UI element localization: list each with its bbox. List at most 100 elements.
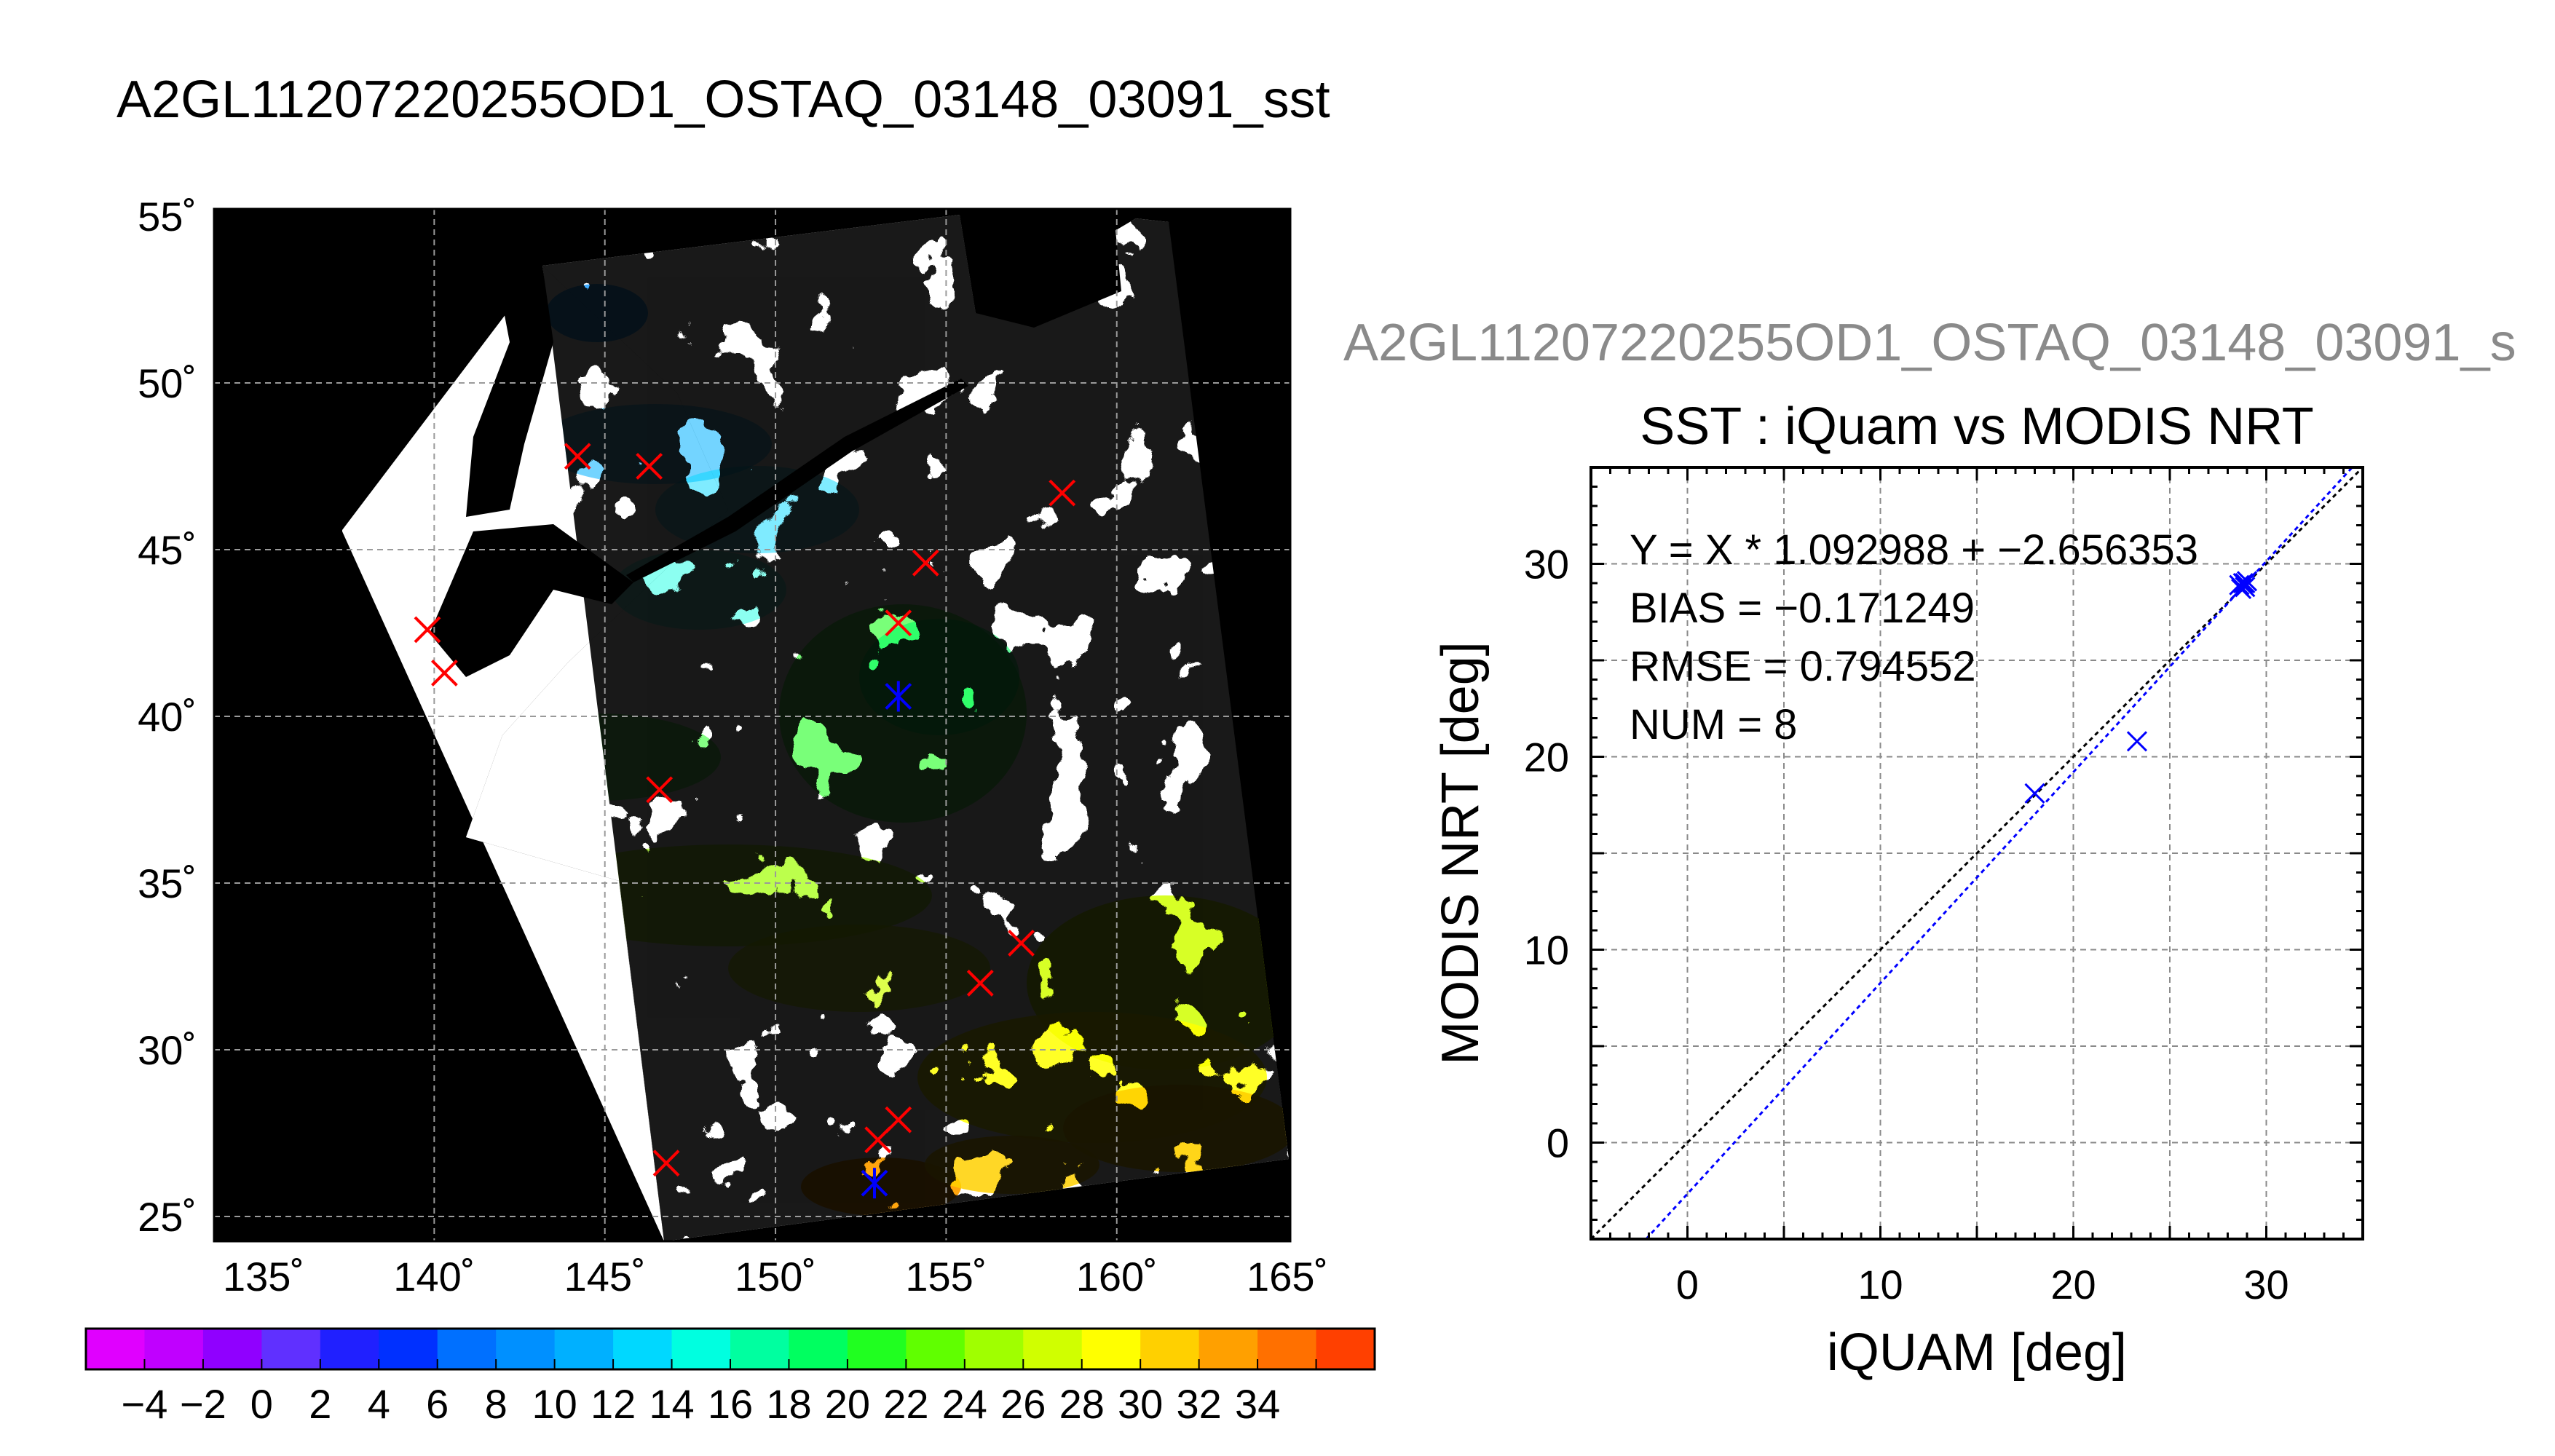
land-hokkaido xyxy=(430,524,633,677)
lat-tick-label: 45˚ xyxy=(138,527,197,573)
match-marker xyxy=(430,660,458,687)
lon-tick-label: 140˚ xyxy=(393,1254,475,1299)
colorbar-swatch xyxy=(1316,1329,1375,1369)
colorbar-label: 6 xyxy=(426,1381,449,1427)
land-kurils xyxy=(626,379,968,582)
sst-field xyxy=(542,215,1289,1241)
colorbar-label: 18 xyxy=(766,1381,811,1427)
lat-tick-label: 55˚ xyxy=(138,194,197,240)
colorbar-swatch xyxy=(847,1329,907,1369)
sst-colorbar xyxy=(84,1327,1376,1371)
match-marker xyxy=(652,1150,680,1177)
match-marker xyxy=(912,549,939,577)
land-kamchatka xyxy=(960,215,1121,328)
y-axis-label: MODIS NRT [deg] xyxy=(1431,641,1490,1065)
colorbar-swatch xyxy=(144,1329,204,1369)
colorbar-label: 24 xyxy=(942,1381,987,1427)
x-tick-label: 0 xyxy=(1676,1262,1699,1307)
scatter-point xyxy=(2230,578,2252,600)
x-axis-label: iQUAM [deg] xyxy=(1827,1324,2127,1382)
scatter-point xyxy=(2024,783,2045,804)
scatter-ticks xyxy=(1590,466,2364,1241)
x-tick-label: 30 xyxy=(2243,1262,2289,1307)
match-marker xyxy=(864,1126,892,1154)
colorbar-swatch xyxy=(1081,1329,1141,1369)
lon-axis: 135˚ 140˚ 145˚ 150˚ 155˚ 160˚ 165˚ xyxy=(223,1254,1328,1299)
map-grid xyxy=(214,209,1290,1241)
scatter-point xyxy=(2235,577,2256,598)
colorbar-swatch xyxy=(554,1329,614,1369)
colorbar-label: 16 xyxy=(708,1381,753,1427)
fit-statistic: Y = X * 1.092988 + −2.656353 xyxy=(1630,526,2198,574)
match-marker xyxy=(861,1168,888,1199)
scatter-points xyxy=(2024,571,2258,804)
lat-tick-label: 40˚ xyxy=(138,694,197,740)
colorbar-label: −2 xyxy=(180,1381,226,1427)
match-marker xyxy=(1008,930,1035,957)
lat-tick-label: 35˚ xyxy=(138,860,197,906)
colorbar-swatch xyxy=(320,1329,379,1369)
colorbar-label: 28 xyxy=(1059,1381,1105,1427)
regression-line xyxy=(1645,466,2353,1241)
colorbar-label: 14 xyxy=(649,1381,694,1427)
match-marker xyxy=(885,609,912,637)
fit-statistic: BIAS = −0.171249 xyxy=(1630,585,1975,632)
colorbar-label: 4 xyxy=(368,1381,390,1427)
colorbar-labels: −4 −2 0 2 4 6 8 10 12 14 16 18 20 22 24 26 28 30 32 34 xyxy=(122,1381,1281,1427)
lon-tick-label: 135˚ xyxy=(223,1254,304,1299)
colorbar-label: 20 xyxy=(825,1381,870,1427)
colorbar-label: 8 xyxy=(485,1381,508,1427)
match-marker xyxy=(564,443,591,470)
map-title: A2GL11207220255OD1_OSTAQ_03148_03091_sst xyxy=(117,71,1330,129)
colorbar-swatch xyxy=(437,1329,497,1369)
lon-tick-label: 160˚ xyxy=(1076,1254,1158,1299)
scatter-point xyxy=(2126,731,2148,752)
scatter-point xyxy=(2232,572,2254,594)
colorbar-label: 26 xyxy=(1000,1381,1046,1427)
y-tick-label: 30 xyxy=(1524,542,1569,587)
x-tick-labels: 0 10 20 30 xyxy=(1676,1262,2289,1307)
lon-tick-label: 145˚ xyxy=(564,1254,646,1299)
colorbar-swatch xyxy=(1198,1329,1258,1369)
colorbar-label: 34 xyxy=(1235,1381,1280,1427)
lon-tick-label: 150˚ xyxy=(735,1254,816,1299)
match-marker xyxy=(414,616,441,644)
colorbar-swatch xyxy=(86,1329,145,1369)
colorbar-swatch xyxy=(379,1329,438,1369)
land-sakhalin xyxy=(466,266,553,517)
lat-axis: 55˚ 50˚ 45˚ 40˚ 35˚ 30˚ 25˚ xyxy=(138,194,197,1240)
y-tick-label: 20 xyxy=(1524,735,1569,780)
colorbar-swatch xyxy=(671,1329,731,1369)
scatter-grid xyxy=(1591,467,2363,1239)
colorbar-label: 10 xyxy=(532,1381,577,1427)
colorbar-label: 12 xyxy=(591,1381,636,1427)
lon-tick-label: 165˚ xyxy=(1247,1254,1328,1299)
colorbar-swatch xyxy=(202,1329,262,1369)
colorbar-label: 32 xyxy=(1176,1381,1221,1427)
colorbar-swatch xyxy=(261,1329,321,1369)
colorbar-label: 30 xyxy=(1118,1381,1163,1427)
fit-statistics: Y = X * 1.092988 + −2.656353 BIAS = −0.17… xyxy=(1630,526,2198,748)
colorbar-label: 22 xyxy=(883,1381,928,1427)
match-marker xyxy=(966,969,994,997)
lat-tick-label: 30˚ xyxy=(138,1027,197,1073)
scatter-lines xyxy=(1590,466,2364,1241)
identity-line xyxy=(1590,466,2364,1241)
colorbar-swatch xyxy=(1257,1329,1317,1369)
map-markers xyxy=(414,443,1076,1199)
colorbar-swatch xyxy=(789,1329,848,1369)
colorbar-label: 2 xyxy=(309,1381,331,1427)
x-tick-label: 20 xyxy=(2050,1262,2096,1307)
colorbar-swatch xyxy=(906,1329,965,1369)
colorbar-swatch xyxy=(1023,1329,1083,1369)
match-marker xyxy=(885,681,912,712)
colorbar-label: −4 xyxy=(122,1381,168,1427)
fit-statistic: NUM = 8 xyxy=(1630,701,1797,748)
y-tick-label: 0 xyxy=(1547,1120,1569,1166)
match-marker xyxy=(1049,479,1076,507)
colorbar-swatch xyxy=(1140,1329,1200,1369)
lat-tick-label: 50˚ xyxy=(138,360,197,406)
fit-statistic: RMSE = 0.794552 xyxy=(1630,643,1976,690)
